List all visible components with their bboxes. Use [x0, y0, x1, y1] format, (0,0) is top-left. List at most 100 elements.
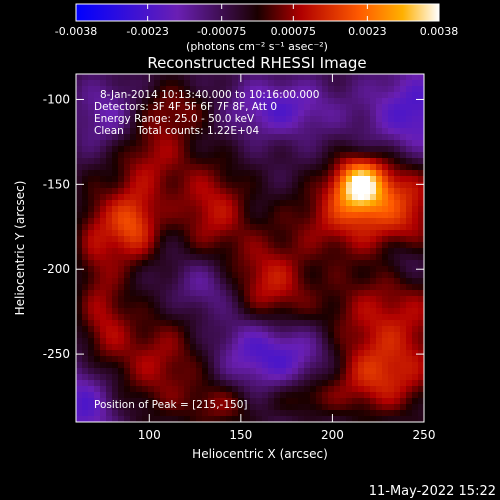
heatmap-cell: [112, 350, 119, 357]
heatmap-cell: [232, 332, 239, 339]
heatmap-cell: [154, 122, 161, 129]
heatmap-cell: [316, 134, 323, 141]
heatmap-cell: [88, 230, 95, 237]
heatmap-cell: [412, 224, 419, 231]
heatmap-cell: [262, 254, 269, 261]
heatmap-cell: [334, 338, 341, 345]
heatmap-cell: [262, 386, 269, 393]
heatmap-cell: [400, 254, 407, 261]
heatmap-cell: [208, 110, 215, 117]
heatmap-cell: [298, 338, 305, 345]
heatmap-cell: [208, 356, 215, 363]
heatmap-cell: [268, 86, 275, 93]
heatmap-cell: [226, 140, 233, 147]
heatmap-cell: [358, 212, 365, 219]
heatmap-cell: [184, 380, 191, 387]
heatmap-cell: [166, 80, 173, 87]
heatmap-cell: [244, 104, 251, 111]
heatmap-cell: [106, 74, 113, 81]
heatmap-cell: [232, 380, 239, 387]
heatmap-cell: [124, 212, 131, 219]
heatmap-cell: [340, 104, 347, 111]
heatmap-cell: [250, 230, 257, 237]
heatmap-cell: [382, 194, 389, 201]
heatmap-cell: [376, 290, 383, 297]
heatmap-cell: [382, 116, 389, 123]
heatmap-cell: [130, 356, 137, 363]
heatmap-cell: [124, 188, 131, 195]
heatmap-cell: [304, 92, 311, 99]
heatmap-cell: [418, 416, 425, 423]
heatmap-cell: [238, 290, 245, 297]
heatmap-cell: [130, 362, 137, 369]
heatmap-cell: [190, 92, 197, 99]
heatmap-cell: [304, 128, 311, 135]
heatmap-cell: [166, 134, 173, 141]
heatmap-cell: [316, 320, 323, 327]
heatmap-cell: [274, 392, 281, 399]
heatmap-cell: [172, 410, 179, 417]
heatmap-cell: [310, 164, 317, 171]
heatmap-cell: [328, 230, 335, 237]
heatmap-cell: [322, 182, 329, 189]
heatmap-cell: [190, 206, 197, 213]
heatmap-cell: [112, 332, 119, 339]
heatmap-cell: [184, 92, 191, 99]
heatmap-cell: [124, 248, 131, 255]
heatmap-cell: [292, 338, 299, 345]
heatmap-cell: [250, 134, 257, 141]
heatmap-cell: [352, 284, 359, 291]
heatmap-cell: [220, 92, 227, 99]
heatmap-cell: [106, 404, 113, 411]
heatmap-cell: [412, 122, 419, 129]
heatmap-cell: [106, 344, 113, 351]
heatmap-cell: [256, 278, 263, 285]
heatmap-cell: [214, 386, 221, 393]
heatmap-cell: [328, 236, 335, 243]
heatmap-cell: [328, 272, 335, 279]
heatmap-cell: [184, 104, 191, 111]
heatmap-cell: [298, 212, 305, 219]
heatmap-cell: [322, 104, 329, 111]
heatmap-cell: [376, 146, 383, 153]
colorbar-units: (photons cm⁻² s⁻¹ asec⁻²): [186, 40, 328, 53]
heatmap-cell: [280, 326, 287, 333]
heatmap-cell: [322, 338, 329, 345]
heatmap-cell: [340, 308, 347, 315]
heatmap-cell: [172, 170, 179, 177]
heatmap-cell: [262, 296, 269, 303]
heatmap-cell: [232, 350, 239, 357]
heatmap-cell: [400, 356, 407, 363]
heatmap-cell: [280, 290, 287, 297]
heatmap-cell: [226, 326, 233, 333]
heatmap-cell: [418, 128, 425, 135]
heatmap-cell: [382, 98, 389, 105]
heatmap-cell: [364, 230, 371, 237]
heatmap-cell: [286, 128, 293, 135]
heatmap-cell: [130, 416, 137, 423]
heatmap-cell: [376, 212, 383, 219]
heatmap-cell: [412, 104, 419, 111]
heatmap-cell: [298, 140, 305, 147]
heatmap-cell: [94, 110, 101, 117]
heatmap-cell: [280, 128, 287, 135]
heatmap-cell: [166, 170, 173, 177]
heatmap-cell: [328, 176, 335, 183]
heatmap-cell: [130, 296, 137, 303]
heatmap-cell: [388, 80, 395, 87]
heatmap-cell: [250, 260, 257, 267]
heatmap-cell: [88, 242, 95, 249]
heatmap-cell: [106, 362, 113, 369]
heatmap-cell: [214, 242, 221, 249]
heatmap-cell: [148, 266, 155, 273]
heatmap-cell: [238, 344, 245, 351]
heatmap-cell: [262, 260, 269, 267]
heatmap-cell: [268, 254, 275, 261]
heatmap-cell: [256, 236, 263, 243]
heatmap-cell: [418, 104, 425, 111]
heatmap-cell: [190, 368, 197, 375]
heatmap-cell: [208, 284, 215, 291]
heatmap-cell: [196, 98, 203, 105]
heatmap-cell: [178, 158, 185, 165]
heatmap-cell: [148, 242, 155, 249]
